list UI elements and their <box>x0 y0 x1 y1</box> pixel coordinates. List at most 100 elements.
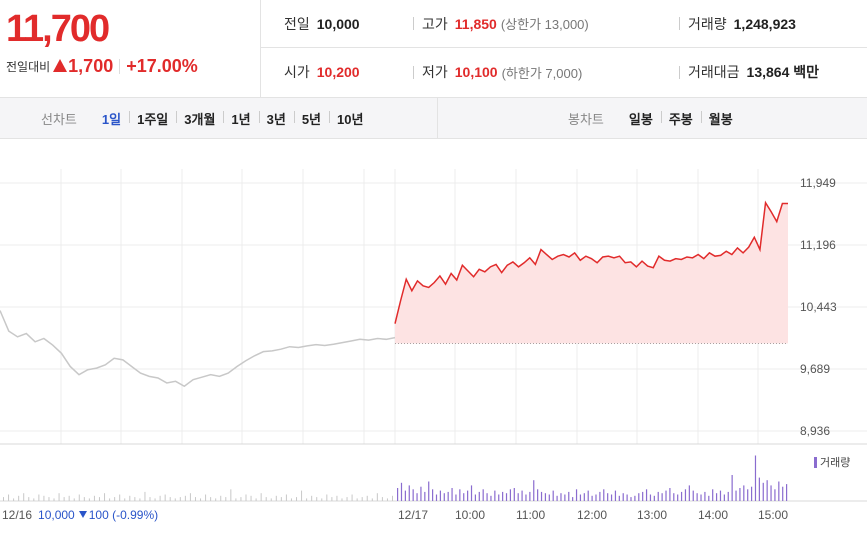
volume-bar-prev <box>381 497 383 501</box>
volume-bar-prev <box>28 497 30 501</box>
volume-bar-prev <box>361 497 363 501</box>
divider <box>413 17 414 30</box>
volume-bar-today <box>661 493 663 501</box>
volume-bar-today <box>610 494 613 501</box>
period-tab-1w[interactable]: 1주일 <box>129 109 176 128</box>
volume-bar-today <box>587 490 589 501</box>
volume-bar-today <box>665 490 667 501</box>
volume-bar-prev <box>159 495 161 501</box>
volume-bar-today <box>715 493 718 501</box>
volume-bar-prev <box>376 493 378 501</box>
volume-bar-today <box>762 482 764 501</box>
candle-tab-monthly[interactable]: 월봉 <box>700 109 741 128</box>
trade-value: 13,864 백만 <box>746 64 820 80</box>
period-tab-1y[interactable]: 1년 <box>223 109 258 128</box>
volume-bar-today <box>529 491 531 501</box>
volume-value: 1,248,923 <box>733 15 796 32</box>
volume-bar-prev <box>169 497 171 501</box>
volume-bar-today <box>490 495 492 501</box>
open-value: 10,200 <box>316 64 360 80</box>
volume-bar-prev <box>18 495 20 501</box>
volume-bar-today <box>688 485 690 501</box>
volume-bar-prev <box>245 494 247 501</box>
volume-bar-prev <box>53 498 55 501</box>
volume-bar-today <box>467 490 469 501</box>
volume-bar-prev <box>189 493 191 501</box>
low-cell: 저가 10,100 (하한가 7,000) <box>422 62 582 82</box>
change-value: 1,700 <box>68 55 114 76</box>
period-tab-3y[interactable]: 3년 <box>258 109 294 128</box>
prev-close-cell: 전일 10,000 <box>284 14 360 34</box>
volume-bar-today <box>533 480 535 501</box>
open-cell: 시가 10,200 <box>284 62 360 82</box>
volume-bar-today <box>645 489 648 501</box>
volume-bar-today <box>723 494 725 501</box>
volume-bar-today <box>525 494 527 501</box>
volume-bar-today <box>583 493 585 501</box>
volume-bar-today <box>470 485 473 501</box>
volume-bar-today <box>552 490 554 501</box>
line-chart-label: 선차트 <box>41 111 77 127</box>
period-tab-1d[interactable]: 1일 <box>101 111 122 127</box>
volume-bar-prev <box>144 491 146 501</box>
low-label: 저가 <box>422 64 448 80</box>
volume-bar-prev <box>265 497 267 501</box>
volume-bar-today <box>750 486 753 501</box>
volume-bar-today <box>727 491 729 501</box>
volume-bar-prev <box>311 495 313 501</box>
footer-date: 12/16 <box>2 508 33 522</box>
period-tab-5y[interactable]: 5년 <box>293 109 329 128</box>
price-chart: 11,949 11,196 10,443 9,689 8,936 12/17 10:00 11… <box>0 139 867 543</box>
volume-bar-prev <box>371 498 373 501</box>
volume-bar-today <box>478 491 480 501</box>
volume-bar-prev <box>68 495 70 501</box>
volume-bar-prev <box>13 498 15 501</box>
volume-bar-today <box>653 495 655 501</box>
volume-bar-prev <box>210 497 212 501</box>
volume-bar-prev <box>154 498 156 501</box>
x-tick-label: 10:00 <box>455 508 485 522</box>
volume-bar-today <box>513 488 515 501</box>
volume-bar-prev <box>336 495 338 501</box>
volume-bar-today <box>735 490 737 501</box>
volume-bar-prev <box>48 497 50 501</box>
high-cell: 고가 11,850 (상한가 13,000) <box>422 14 589 34</box>
chart-toolbar: 선차트 1일 1주일 3개월 1년 3년 5년 10년 봉차트 일봉 주봉 월봉 <box>0 97 867 139</box>
period-tab-10y[interactable]: 10년 <box>329 109 371 128</box>
volume-bar-today <box>657 491 659 501</box>
volume-bar-today <box>424 491 426 501</box>
volume-bar-prev <box>225 497 227 501</box>
volume-bar-prev <box>43 495 45 501</box>
volume-bar-today <box>548 494 550 501</box>
volume-bar-today <box>774 489 776 501</box>
volume-bar-prev <box>200 498 202 501</box>
volume-bar-today <box>537 489 539 501</box>
period-tab-3m[interactable]: 3개월 <box>176 109 223 128</box>
volume-bar-prev <box>179 497 181 501</box>
divider <box>413 65 414 79</box>
volume-bar-prev <box>235 498 237 501</box>
candle-tab-weekly[interactable]: 주봉 <box>660 109 701 128</box>
volume-bar-today <box>786 484 788 501</box>
volume-bar-prev <box>33 498 35 501</box>
today-line <box>394 200 788 324</box>
x-tick-label: 11:00 <box>516 508 545 522</box>
volume-label: 거래량 <box>688 15 727 32</box>
volume-bar-today <box>618 495 620 501</box>
prev-close-value: 10,000 <box>316 15 360 32</box>
candle-tab-daily[interactable]: 일봉 <box>628 111 653 127</box>
y-tick-label: 11,949 <box>800 176 836 190</box>
today-area <box>395 202 788 344</box>
volume-bar-prev <box>250 495 252 501</box>
volume-bar-prev <box>73 498 75 501</box>
x-tick-label: 14:00 <box>698 508 728 522</box>
divider <box>679 17 680 30</box>
divider <box>679 65 680 79</box>
high-label: 고가 <box>422 15 448 32</box>
x-tick-label: 13:00 <box>637 508 667 522</box>
volume-bar-today <box>486 493 488 501</box>
volume-bar-prev <box>366 495 368 501</box>
volume-bar-today <box>595 494 597 501</box>
volume-legend: 거래량 <box>814 454 850 470</box>
volume-bar-prev <box>83 497 85 501</box>
